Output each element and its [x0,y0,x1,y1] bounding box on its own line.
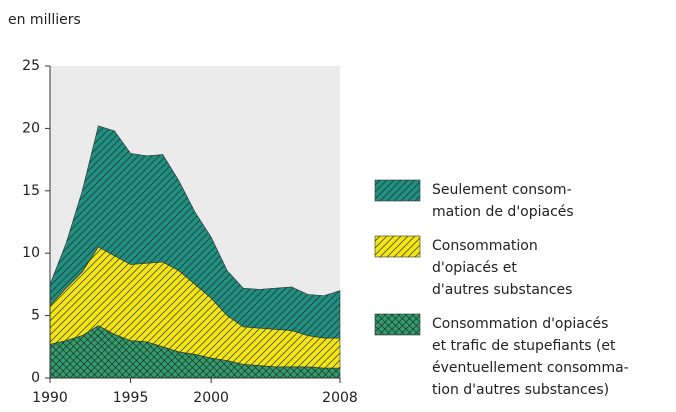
area [49,125,341,339]
x-tick-label: 2008 [322,390,358,406]
y-tick-label: 10 [22,245,40,261]
x-tick-label: 2000 [193,390,229,406]
legend-swatch [374,235,421,258]
y-tick-label: 0 [31,370,40,386]
legend-label: Seulement consom-mation de d'opiacés [432,182,574,220]
legend-label: Consommation d'opiacés et d'autres substan… [432,238,572,298]
y-tick-label: 5 [31,308,40,324]
legend-label: Consommation d'opiacés et trafic de stupe… [432,316,629,398]
legend-swatch [374,313,421,336]
x-tick-label: 1990 [32,390,68,406]
x-tick-label: 1995 [113,390,149,406]
legend-swatch [374,179,421,202]
y-tick-label: 25 [22,58,40,74]
y-axis-label: en milliers [8,12,81,28]
y-tick-label: 20 [22,120,40,136]
y-tick-label: 15 [22,183,40,199]
